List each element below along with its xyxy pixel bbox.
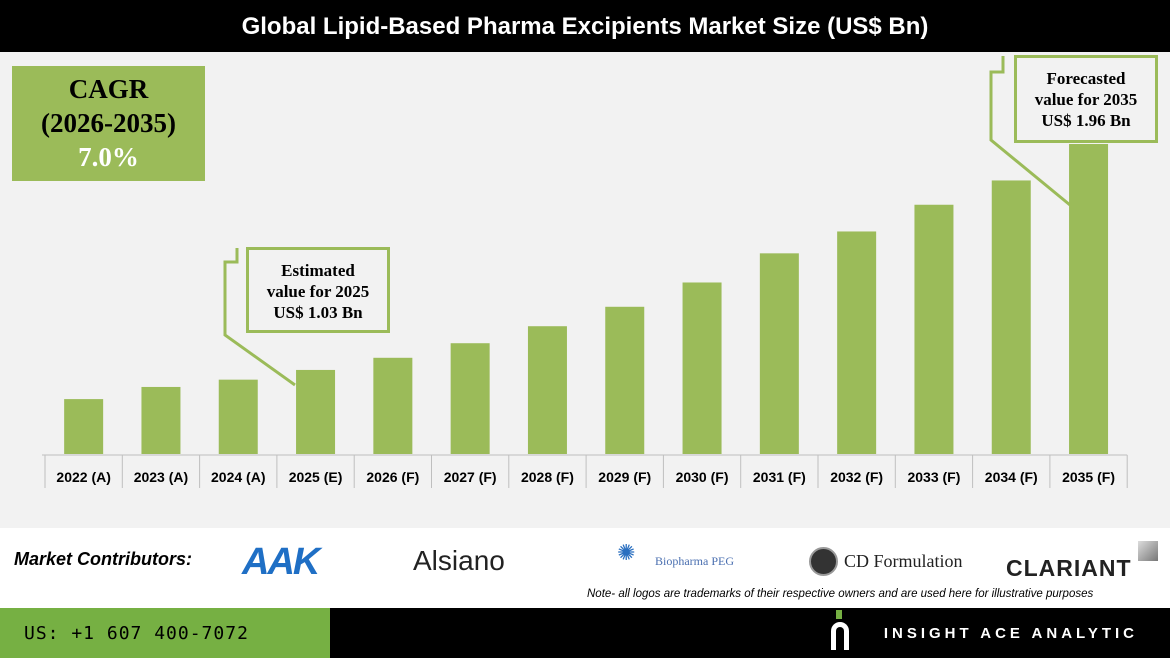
cagr-period: (2026-2035) [41,108,176,138]
callout-text: value for 2035 [1034,90,1138,109]
x-tick-label: 2022 (A) [56,469,110,485]
callout-connector [223,248,296,387]
x-tick-label: 2034 (F) [985,469,1038,485]
logo-cd-formulation: CD Formulation [844,551,963,571]
cagr-label: CAGR [68,74,149,104]
x-tick-label: 2031 (F) [753,469,806,485]
callout-2025: Estimated value for 2025 US$ 1.03 Bn [246,247,390,333]
contributors-label: Market Contributors: [14,549,193,569]
x-tick-label: 2026 (F) [366,469,419,485]
biopharma-logo-icon: ✺ [617,540,636,565]
bar [218,379,258,454]
logo-aak: AAK [242,541,320,583]
bar [373,357,413,454]
x-tick-label: 2023 (A) [134,469,188,485]
callout-text: value for 2025 [266,282,370,301]
callout-text: Estimated [281,261,355,280]
bar [1069,144,1109,455]
bar [682,282,722,454]
callout-text: Forecasted [1046,69,1126,88]
logo-biopharma-peg: Biopharma PEG [655,554,734,568]
bar [141,386,181,454]
cd-formulation-logo-icon [809,547,838,576]
brand-logo-shape [831,622,849,650]
x-tick-label: 2028 (F) [521,469,574,485]
bar [991,180,1031,455]
x-tick-label: 2027 (F) [444,469,497,485]
bar [837,231,877,454]
logo-clariant: CLARIANT [1006,555,1132,581]
bar [450,343,490,454]
clariant-logo-icon [1138,541,1158,561]
x-tick-label: 2029 (F) [598,469,651,485]
callout-2035: Forecasted value for 2035 US$ 1.96 Bn [1014,55,1158,143]
chart-title: Global Lipid-Based Pharma Excipients Mar… [0,0,1170,52]
trademark-note: Note- all logos are trademarks of their … [587,588,1094,600]
bar [64,399,104,454]
bar-chart: 2022 (A) 2023 (A) 2024 (A) 2025 (E) 2026 (F)… [42,56,1128,488]
brand-bar: INSIGHT ACE ANALYTIC [330,608,1170,658]
x-tick-label: 2030 (F) [676,469,729,485]
callout-text: US$ 1.03 Bn [273,303,363,322]
x-tick-label: 2025 (E) [289,469,343,485]
logo-alsiano: Alsiano [413,545,505,576]
cagr-box: CAGR (2026-2035) 7.0% [12,66,205,181]
bar [527,326,567,454]
cagr-value: 7.0% [78,142,139,172]
x-tick-label: 2035 (F) [1062,469,1115,485]
x-tick-label: 2032 (F) [830,469,883,485]
brand-logo-icon [836,610,842,619]
bar [296,369,336,454]
callout-text: US$ 1.96 Bn [1041,111,1131,130]
callout-connector [989,56,1071,207]
phone-number: US: +1 607 400-7072 [0,608,330,658]
bar [759,253,799,454]
bar [605,306,645,454]
x-tick-label: 2033 (F) [907,469,960,485]
x-tick-label: 2024 (A) [211,469,265,485]
bar [914,204,954,454]
brand-name: INSIGHT ACE ANALYTIC [883,625,1138,642]
